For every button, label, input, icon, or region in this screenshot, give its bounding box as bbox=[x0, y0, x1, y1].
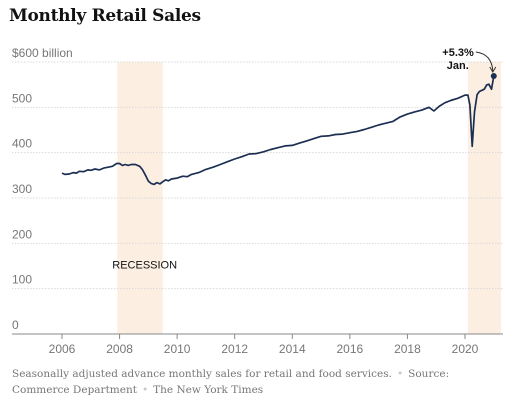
change-label: +5.3% bbox=[442, 47, 474, 59]
x-tick-label: 2014 bbox=[279, 342, 306, 356]
chart-footer: Seasonally adjusted advance monthly sale… bbox=[12, 366, 502, 398]
gridlines bbox=[12, 61, 503, 339]
x-tick-label: 2016 bbox=[337, 342, 364, 356]
recession-band bbox=[117, 62, 163, 334]
footer-credit: The New York Times bbox=[153, 384, 264, 396]
y-tick-label: $600 billion bbox=[12, 46, 73, 60]
series-lines bbox=[61, 73, 497, 186]
x-tick-label: 2020 bbox=[452, 342, 479, 356]
recession-label: RECESSION bbox=[112, 260, 177, 272]
series-line bbox=[61, 75, 495, 186]
tick-labels: RECESSION 0 100 200 300 400 500 $600 billion 200… bbox=[12, 46, 479, 356]
y-tick-label: 0 bbox=[12, 318, 19, 332]
annotation-arrow bbox=[475, 51, 494, 72]
y-tick-label: 100 bbox=[12, 273, 32, 287]
separator-dot: • bbox=[396, 368, 404, 380]
x-tick-label: 2006 bbox=[49, 342, 76, 356]
last-point-marker bbox=[490, 73, 497, 80]
annotation-arrowhead bbox=[489, 66, 497, 74]
y-tick-label: 400 bbox=[12, 137, 32, 151]
footer-note: Seasonally adjusted advance monthly sale… bbox=[12, 368, 392, 380]
separator-dot: • bbox=[141, 384, 149, 396]
y-tick-label: 200 bbox=[12, 227, 32, 241]
date-label: Jan. bbox=[447, 60, 469, 72]
x-tick-label: 2018 bbox=[394, 342, 421, 356]
y-tick-label: 500 bbox=[12, 91, 32, 105]
x-tick-label: 2010 bbox=[164, 342, 191, 356]
chart-title: Monthly Retail Sales bbox=[9, 6, 201, 26]
x-tick-label: 2012 bbox=[221, 342, 248, 356]
footer-source: Source: Commerce Department bbox=[12, 368, 450, 396]
y-tick-label: 300 bbox=[12, 182, 32, 196]
annotation-group: +5.3%Jan. bbox=[442, 47, 497, 74]
x-tick-label: 2008 bbox=[106, 342, 133, 356]
